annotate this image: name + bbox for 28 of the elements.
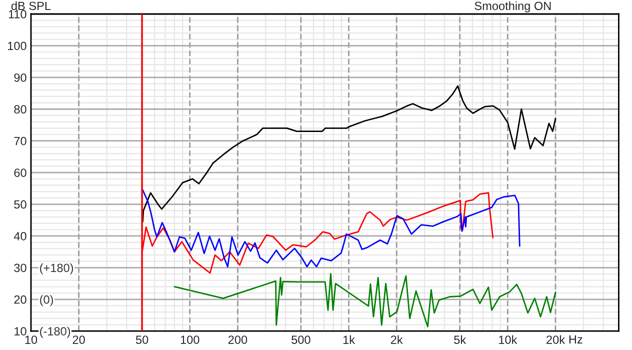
text: Smoothing ON xyxy=(474,1,551,12)
x-tick-label: 10k xyxy=(499,335,518,344)
x-tick-label: 1k xyxy=(343,335,356,344)
x-tick-label: 20k xyxy=(546,335,566,344)
y-tick-label: 110 xyxy=(8,10,26,18)
y-tick-label: 50 xyxy=(14,200,26,209)
y-tick-label: 30 xyxy=(14,264,26,272)
y-axis-title: dB SPL xyxy=(11,1,51,10)
x-tick-label: 20 xyxy=(72,336,85,344)
y-tick-label: 70 xyxy=(14,136,26,146)
y-tick-label: 90 xyxy=(14,73,26,82)
x-tick-label: 50 xyxy=(136,336,148,344)
y-tick-label: 80 xyxy=(14,105,26,114)
y2-tick-label: (-180) xyxy=(40,326,70,338)
x-tick-label: 100 xyxy=(180,336,200,344)
y-tick-label: 40 xyxy=(14,232,26,240)
x-tick-label: 200 xyxy=(228,336,248,344)
y2-tick-label: (0) xyxy=(40,295,53,306)
x-tick-label: 2k xyxy=(390,335,403,344)
x-tick-label: 10 xyxy=(25,336,38,344)
y-tick-label: 10 xyxy=(14,327,26,336)
y-tick-label: 60 xyxy=(14,168,26,177)
y-tick-label: 100 xyxy=(8,42,26,50)
x-tick-label: 500 xyxy=(292,336,310,344)
x-axis-title: Hz xyxy=(569,335,582,344)
x-tick-label: 5k xyxy=(454,335,466,344)
y-tick-label: 20 xyxy=(14,295,26,304)
y2-tick-label: (+180) xyxy=(40,263,74,274)
